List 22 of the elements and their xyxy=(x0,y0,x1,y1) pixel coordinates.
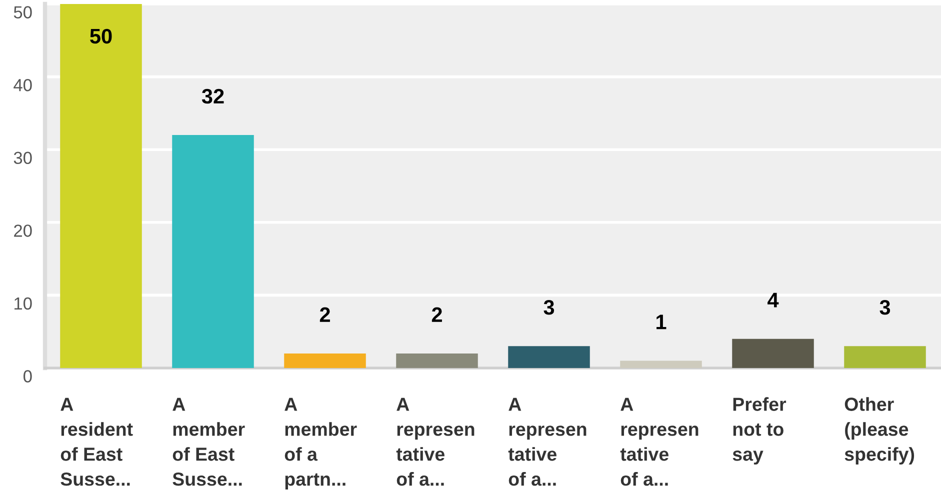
data-label: 32 xyxy=(202,88,224,104)
data-label: 3 xyxy=(544,300,554,315)
data-label: 2 xyxy=(432,307,442,322)
data-label: 3 xyxy=(880,300,890,315)
x-tick-label: A resident of East Susse... xyxy=(60,398,133,486)
y-tick-label: 30 xyxy=(14,152,32,164)
x-tick-label: A represen tative of a... xyxy=(396,398,474,486)
data-label: 4 xyxy=(768,292,779,308)
data-label: 1 xyxy=(656,314,666,330)
y-tick-label: 0 xyxy=(24,370,32,382)
x-tick-label: Other (please specify) xyxy=(844,397,914,465)
x-tick-label: A member of a partn... xyxy=(284,398,357,490)
x-tick-label: A represen tative of a... xyxy=(508,398,586,486)
x-tick-label: A member of East Susse... xyxy=(172,398,245,486)
data-label: 2 xyxy=(320,307,330,322)
x-tick-label: Prefer not to say xyxy=(732,397,786,465)
y-tick-label: 50 xyxy=(14,6,32,18)
y-tick-label: 20 xyxy=(14,224,32,237)
y-tick-label: 10 xyxy=(14,297,32,310)
x-tick-label: A represen tative of a... xyxy=(620,398,698,486)
y-tick-label: 40 xyxy=(14,78,32,92)
data-label: 50 xyxy=(90,28,112,44)
